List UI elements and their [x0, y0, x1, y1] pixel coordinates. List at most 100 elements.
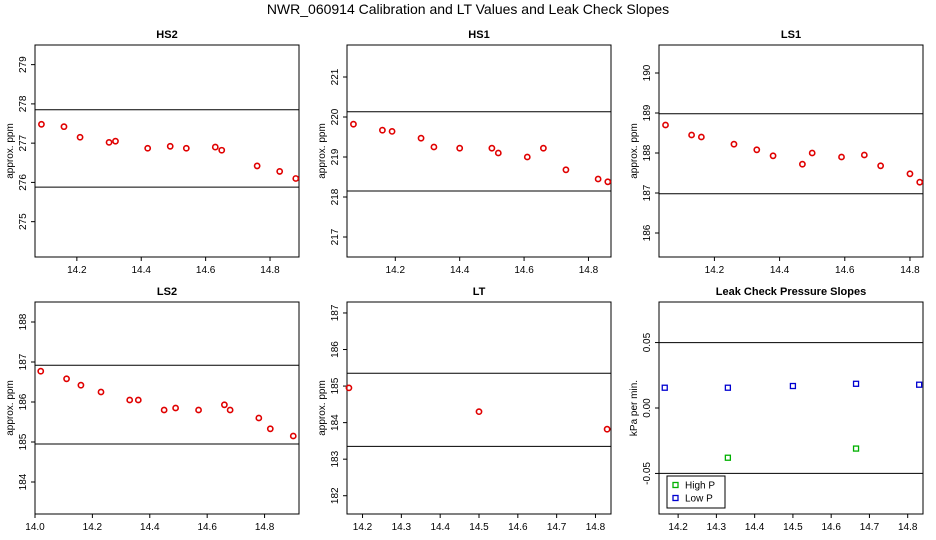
legend: High P Low P	[666, 475, 726, 509]
data-point	[417, 134, 425, 142]
y-tick-label: 187	[330, 304, 341, 321]
panel-title: HS1	[468, 29, 489, 41]
data-point	[603, 425, 611, 433]
data-point	[195, 406, 202, 414]
x-tick-label: 14.4	[450, 265, 470, 276]
y-tick-label: 187	[18, 353, 29, 370]
plot-frame	[346, 301, 612, 515]
data-point	[799, 160, 806, 168]
y-axis-label: approx. ppm	[629, 123, 640, 179]
x-tick-label: 14.3	[707, 522, 727, 533]
data-point	[77, 381, 85, 389]
y-tick-label: 188	[18, 313, 29, 330]
data-point	[789, 382, 797, 390]
data-point	[105, 138, 113, 146]
data-point	[916, 178, 924, 186]
data-point	[60, 123, 68, 131]
data-point	[475, 408, 483, 416]
data-point	[594, 175, 602, 183]
panel-title: Leak Check Pressure Slopes	[716, 286, 866, 298]
y-tick-label: 188	[642, 144, 653, 161]
data-point	[182, 144, 190, 152]
x-tick-label: 14.6	[835, 265, 855, 276]
legend-box	[666, 475, 726, 509]
figure-title: NWR_060914 Calibration and LT Values and…	[267, 1, 669, 17]
data-point	[37, 367, 45, 375]
y-tick-label: 189	[642, 104, 653, 121]
x-tick-label: 14.4	[140, 522, 160, 533]
data-point	[906, 170, 914, 178]
x-tick-label: 14.8	[255, 522, 275, 533]
y-tick-label: 182	[330, 487, 341, 504]
y-axis-label: approx. ppm	[317, 123, 328, 179]
x-tick-label: 14.3	[392, 522, 412, 533]
data-point	[661, 384, 668, 391]
x-tick-label: 14.7	[547, 522, 567, 533]
data-point	[730, 140, 738, 148]
series-1	[350, 120, 612, 186]
data-point	[388, 127, 396, 135]
legend-swatch	[672, 494, 679, 502]
panel-1: HS2 14.2 14.4 14.6 14.8 275 276 277 278 279 approx…	[5, 29, 300, 276]
x-tick-label: 14.5	[469, 522, 489, 533]
y-axis-label: approx. ppm	[317, 380, 328, 436]
data-point	[808, 149, 816, 157]
data-point	[226, 406, 234, 414]
data-point	[724, 454, 732, 461]
data-point	[697, 133, 705, 141]
x-tick-label: 14.8	[898, 522, 918, 533]
data-point	[38, 120, 45, 128]
data-point	[126, 396, 134, 404]
data-point	[724, 384, 732, 391]
panel-3: LS1 14.2 14.4 14.6 14.8 186 187 188 189 190 approx…	[629, 29, 924, 276]
data-point	[345, 384, 353, 392]
data-point	[379, 126, 386, 134]
y-tick-label: 275	[18, 213, 29, 230]
y-axis-label: kPa per min.	[629, 380, 640, 436]
data-point	[838, 153, 845, 161]
data-point	[430, 143, 438, 151]
panel-title: LS2	[157, 286, 177, 298]
x-tick-label: 14.6	[196, 265, 216, 276]
data-point	[456, 144, 464, 152]
series-1	[38, 120, 300, 182]
x-tick-label: 14.5	[783, 522, 803, 533]
y-tick-label: 218	[330, 188, 341, 205]
series-1	[345, 384, 611, 433]
y-tick-label: 184	[330, 414, 341, 431]
data-point	[76, 133, 84, 141]
data-point	[160, 406, 168, 414]
data-point	[860, 151, 868, 159]
plot-frame	[34, 44, 300, 258]
x-tick-label: 14.2	[386, 265, 406, 276]
data-point	[916, 381, 923, 388]
data-point	[292, 175, 300, 182]
data-point	[539, 144, 547, 152]
y-tick-label: 221	[330, 68, 341, 85]
panel-6: Leak Check Pressure Slopes 14.2 14.3 14.4 14…	[629, 286, 924, 533]
y-tick-label: 187	[642, 184, 653, 201]
y-tick-label: 0.00	[642, 398, 653, 418]
data-point	[688, 131, 695, 139]
data-point	[276, 168, 284, 175]
panels: HS2 14.2 14.4 14.6 14.8 275 276 277 278 279 approx…	[5, 29, 924, 533]
data-point	[144, 144, 152, 152]
panel-title: HS2	[156, 29, 177, 41]
x-tick-label: 14.6	[514, 265, 534, 276]
legend-label: High P	[685, 481, 715, 492]
x-tick-label: 14.7	[860, 522, 880, 533]
x-tick-label: 14.0	[25, 522, 45, 533]
panel-title: LT	[473, 286, 486, 298]
y-tick-label: 185	[18, 433, 29, 450]
data-point	[218, 146, 226, 154]
x-tick-label: 14.6	[821, 522, 841, 533]
x-tick-label: 14.8	[260, 265, 280, 276]
data-point	[562, 166, 570, 174]
data-point	[769, 152, 777, 160]
data-point	[134, 396, 142, 404]
y-tick-label: 278	[18, 95, 29, 112]
plot-frame	[658, 44, 924, 258]
panel-title: LS1	[781, 29, 801, 41]
